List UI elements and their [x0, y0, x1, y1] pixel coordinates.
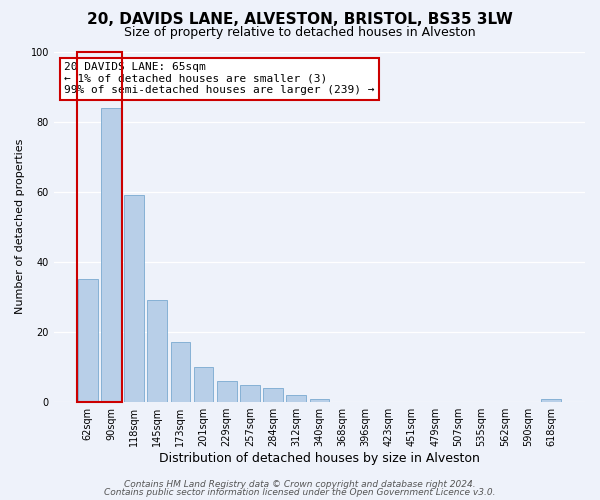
- Bar: [217, 381, 236, 402]
- Bar: [101, 108, 121, 402]
- Text: Contains public sector information licensed under the Open Government Licence v3: Contains public sector information licen…: [104, 488, 496, 497]
- Bar: [263, 388, 283, 402]
- Bar: [124, 195, 144, 402]
- Text: 20 DAVIDS LANE: 65sqm
← 1% of detached houses are smaller (3)
99% of semi-detach: 20 DAVIDS LANE: 65sqm ← 1% of detached h…: [64, 62, 375, 95]
- Bar: [310, 398, 329, 402]
- X-axis label: Distribution of detached houses by size in Alveston: Distribution of detached houses by size …: [159, 452, 480, 465]
- Bar: [194, 367, 214, 402]
- Bar: [78, 280, 98, 402]
- Bar: [77, 52, 122, 402]
- Text: Contains HM Land Registry data © Crown copyright and database right 2024.: Contains HM Land Registry data © Crown c…: [124, 480, 476, 489]
- Y-axis label: Number of detached properties: Number of detached properties: [15, 139, 25, 314]
- Bar: [170, 342, 190, 402]
- Bar: [541, 398, 561, 402]
- Text: Size of property relative to detached houses in Alveston: Size of property relative to detached ho…: [124, 26, 476, 39]
- Title: Size of property relative to detached houses in Alveston: Size of property relative to detached ho…: [0, 499, 1, 500]
- Bar: [148, 300, 167, 402]
- Bar: [286, 395, 306, 402]
- Text: 20, DAVIDS LANE, ALVESTON, BRISTOL, BS35 3LW: 20, DAVIDS LANE, ALVESTON, BRISTOL, BS35…: [87, 12, 513, 28]
- Bar: [240, 384, 260, 402]
